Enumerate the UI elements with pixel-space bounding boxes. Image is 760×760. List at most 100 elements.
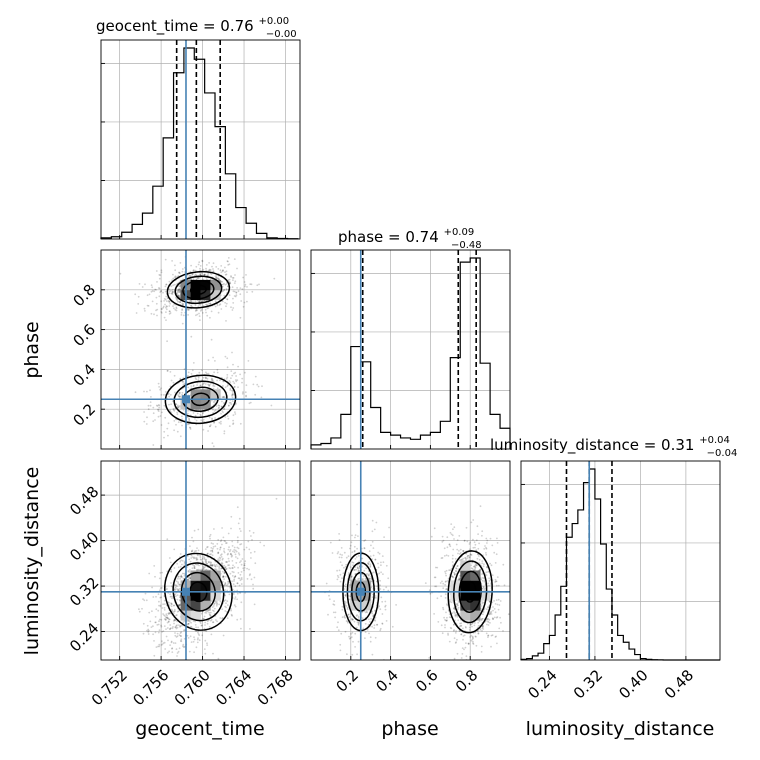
sample-point xyxy=(187,637,190,639)
sample-point xyxy=(165,618,167,621)
sample-point xyxy=(327,613,329,616)
sample-point xyxy=(387,577,390,580)
sample-point xyxy=(180,314,183,316)
sample-point xyxy=(453,538,455,540)
sample-point xyxy=(474,567,477,569)
sample-point xyxy=(231,277,234,279)
sample-point xyxy=(462,550,465,552)
sample-point xyxy=(165,616,167,619)
sample-point xyxy=(339,643,342,646)
sample-point xyxy=(341,554,343,556)
sample-point xyxy=(247,360,250,362)
sample-point xyxy=(204,621,207,624)
sample-point xyxy=(233,578,236,581)
sample-point xyxy=(178,285,181,288)
sample-point xyxy=(174,593,177,595)
sample-point xyxy=(211,417,213,420)
sample-point xyxy=(458,550,460,552)
sample-point xyxy=(234,575,237,578)
sample-point xyxy=(163,641,166,644)
sample-point xyxy=(236,267,238,270)
sample-point xyxy=(212,387,215,390)
sample-point xyxy=(244,560,247,563)
sample-point xyxy=(226,584,229,586)
sample-point xyxy=(350,575,353,577)
sample-point xyxy=(347,613,350,616)
sample-point xyxy=(210,273,213,276)
sample-point xyxy=(455,567,458,570)
hist-panel-luminosity-distance xyxy=(520,460,721,661)
sample-point xyxy=(215,275,218,277)
sample-point xyxy=(336,574,339,577)
sample-point xyxy=(219,540,222,543)
sample-point xyxy=(270,404,273,407)
sample-point xyxy=(170,570,173,573)
sample-point xyxy=(157,593,160,596)
sample-point xyxy=(186,634,189,637)
sample-point xyxy=(490,613,493,615)
sample-point xyxy=(204,377,207,380)
sample-point xyxy=(350,575,353,578)
sample-point xyxy=(223,282,225,285)
sample-point xyxy=(475,539,478,542)
sample-point xyxy=(228,593,231,596)
sample-point xyxy=(172,604,175,607)
sample-point xyxy=(349,583,351,586)
sample-point xyxy=(457,604,459,607)
sample-point xyxy=(434,566,437,569)
sample-point xyxy=(166,627,169,629)
sample-point xyxy=(177,589,179,592)
sample-point xyxy=(220,281,223,283)
sample-point xyxy=(223,288,226,291)
sample-point xyxy=(182,383,185,386)
sample-point xyxy=(146,624,149,627)
sample-point xyxy=(158,618,161,621)
sample-point xyxy=(211,554,214,557)
sample-point xyxy=(191,369,194,372)
sample-point xyxy=(352,618,354,621)
sample-point xyxy=(218,421,221,424)
sample-point xyxy=(205,561,208,563)
sample-point xyxy=(208,613,211,616)
sample-point xyxy=(338,539,341,541)
sample-point xyxy=(485,552,487,554)
sample-point xyxy=(182,643,185,646)
sample-point xyxy=(201,420,204,422)
sample-point xyxy=(344,605,347,608)
sample-point xyxy=(349,637,352,639)
sample-point xyxy=(200,559,203,561)
sample-point xyxy=(214,568,217,570)
sample-point xyxy=(220,567,222,570)
sample-point xyxy=(474,568,476,571)
sample-point xyxy=(134,293,137,296)
sample-point xyxy=(498,604,501,606)
sample-point xyxy=(261,385,263,388)
sample-point xyxy=(196,558,199,561)
sample-point xyxy=(217,407,220,410)
sample-point xyxy=(222,575,225,578)
sample-point xyxy=(186,423,189,426)
sample-point xyxy=(157,382,160,385)
sample-point xyxy=(349,547,351,550)
sample-point xyxy=(209,611,212,614)
sample-point xyxy=(192,540,195,543)
sample-point xyxy=(460,625,463,627)
sample-point xyxy=(197,376,200,379)
sample-point xyxy=(209,424,212,426)
sample-point xyxy=(182,646,185,649)
sample-point xyxy=(152,596,155,598)
sample-point xyxy=(181,302,184,305)
sample-point xyxy=(222,576,224,579)
sample-point xyxy=(211,550,214,552)
sample-point xyxy=(172,408,175,410)
sample-point xyxy=(245,546,248,549)
sample-point xyxy=(364,611,367,614)
sample-point xyxy=(193,638,196,641)
sample-point xyxy=(166,305,169,308)
density-cell xyxy=(210,289,221,301)
sample-point xyxy=(236,287,239,289)
sample-point xyxy=(355,662,357,664)
sample-point xyxy=(325,582,328,585)
sample-point xyxy=(150,290,153,293)
sample-point xyxy=(207,383,210,386)
